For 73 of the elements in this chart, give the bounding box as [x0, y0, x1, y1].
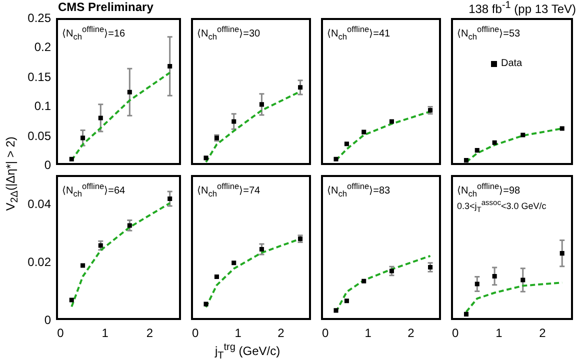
point [560, 126, 564, 131]
x-tick-label: 1 [100, 326, 110, 340]
point [127, 223, 132, 228]
legend-label: Data [501, 58, 522, 69]
point [334, 156, 338, 162]
point [232, 119, 236, 124]
x-tick-label: 0 [190, 326, 200, 340]
annotation: 0.3<j$_{T}$$^{assoc}$<3.0 GeV/c [457, 198, 546, 214]
y-tick-label: 0.15 [28, 70, 51, 84]
point [520, 278, 526, 282]
x-tick-label: 1 [364, 326, 372, 340]
point [69, 156, 74, 162]
annotation: ⟨N$_{ch}$$^{offline}$⟩=41 [327, 24, 390, 42]
point [69, 298, 74, 302]
point [204, 156, 208, 160]
point [362, 130, 366, 134]
point [344, 298, 349, 304]
x-tick-label: 2 [538, 326, 547, 340]
point [428, 264, 433, 270]
point [168, 196, 172, 202]
annotation: ⟨N$_{ch}$$^{offline}$⟩=64 [62, 181, 126, 198]
annotation: ⟨N$_{ch}$$^{offline}$⟩=53 [457, 24, 520, 42]
point [259, 102, 264, 107]
x-tick-label: 2 [406, 326, 416, 340]
annotation: ⟨N$_{ch}$$^{offline}$⟩=74 [197, 181, 260, 198]
x-tick-label: 2 [276, 326, 286, 340]
x-axis-title: j$_{T}$$^{trg}$ (GeV/c) [215, 342, 280, 362]
point [98, 116, 103, 120]
y-tick-label: 0.05 [28, 128, 51, 143]
point [520, 132, 526, 138]
y-tick-label: 0.1 [34, 99, 51, 114]
x-tick-label: 0 [320, 326, 330, 340]
point [98, 243, 103, 248]
y-tick-label: 0.02 [28, 255, 51, 269]
point [389, 268, 394, 274]
point [168, 64, 172, 68]
annotation: ⟨N$_{ch}$$^{offline}$⟩=83 [327, 181, 390, 198]
point [232, 260, 236, 266]
chart-title: CMS Preliminary [58, 0, 154, 14]
annotation: ⟨N$_{ch}$$^{offline}$⟩=16 [62, 24, 126, 42]
point [492, 274, 497, 278]
point [259, 246, 264, 252]
annotation: ⟨N$_{ch}$$^{offline}$⟩=98 [457, 181, 520, 198]
point [474, 148, 480, 153]
point [560, 251, 564, 256]
x-tick-label: 0 [56, 326, 65, 340]
point [464, 158, 469, 163]
x-tick-label: 1 [494, 326, 504, 340]
point [492, 140, 497, 145]
point [127, 90, 132, 94]
point [344, 142, 349, 146]
point [80, 263, 86, 268]
point [389, 119, 394, 124]
point [334, 308, 338, 313]
y-tick-label: 0 [44, 313, 51, 327]
y-tick-label: 0.25 [28, 11, 51, 25]
x-tick-label: 2 [145, 326, 154, 340]
x-tick-label: 1 [234, 326, 242, 340]
line-series [70, 202, 171, 308]
annotation: ⟨N$_{ch}$$^{offline}$⟩=30 [197, 24, 260, 42]
line-series [70, 72, 171, 162]
point [474, 282, 480, 286]
point [80, 136, 86, 140]
point [214, 274, 219, 280]
point [464, 312, 469, 316]
x-tick-label: 0 [451, 326, 460, 340]
point [298, 85, 303, 90]
y-tick-label: 0.2 [34, 40, 51, 54]
point [362, 278, 366, 284]
y-tick-label: 0.04 [28, 197, 51, 211]
y-tick-label: 0 [44, 158, 51, 172]
point [204, 302, 208, 306]
chart-subtitle: 138 fb$^{-1}$ (pp 13 TeV) [468, 0, 576, 16]
